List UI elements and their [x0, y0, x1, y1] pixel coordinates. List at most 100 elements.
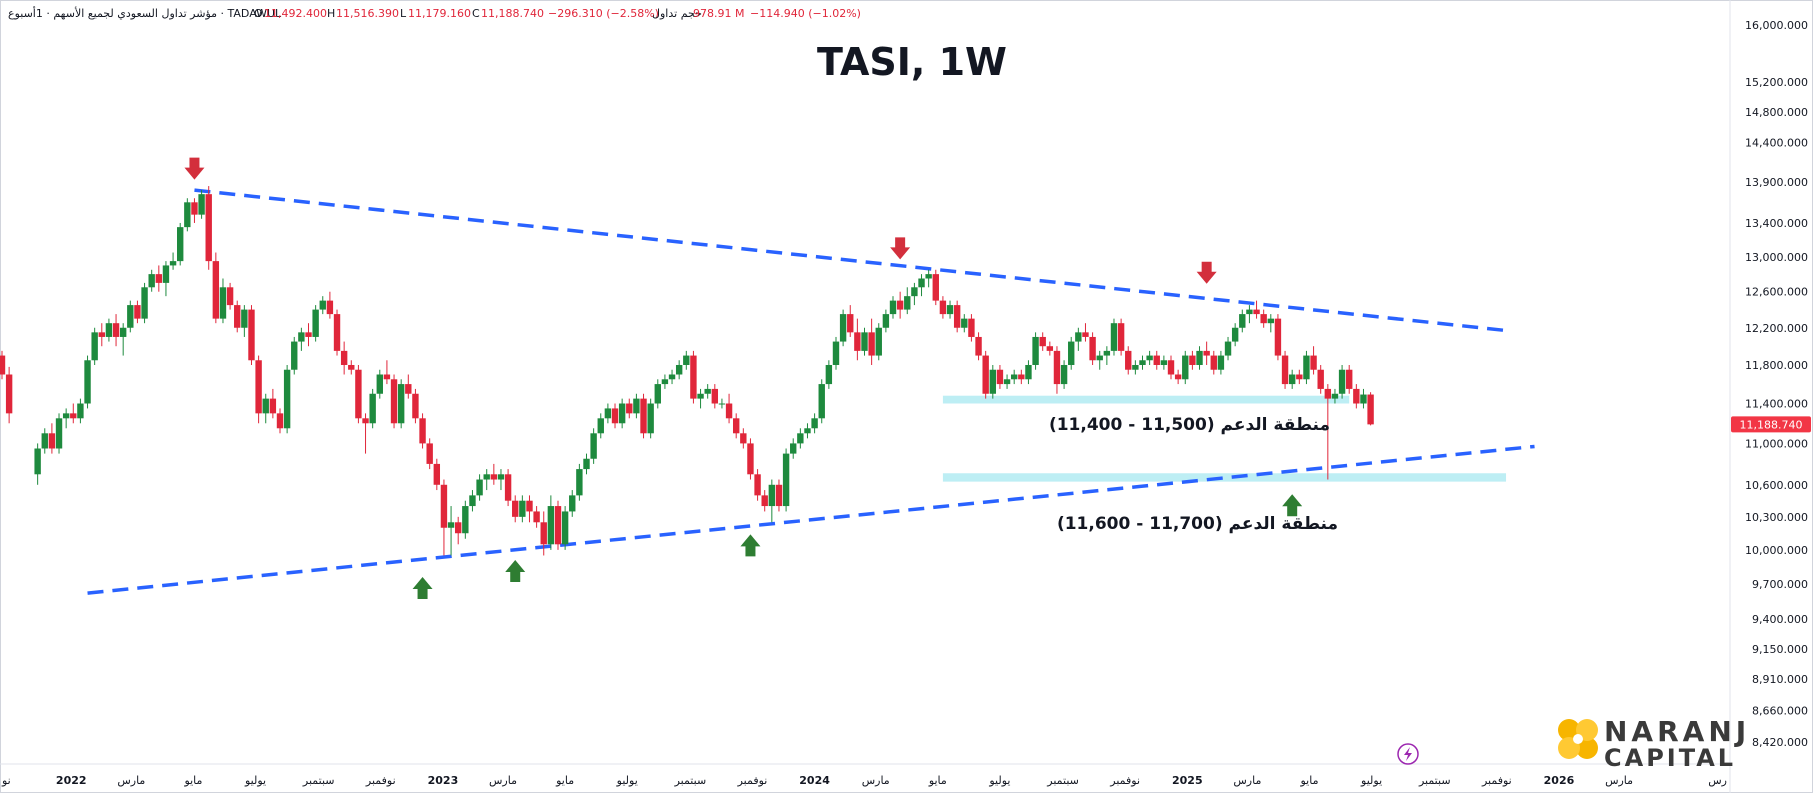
candle	[740, 428, 747, 449]
time-tick-label: مايو	[1299, 774, 1318, 787]
up-arrow-icon	[412, 577, 433, 600]
candle-body	[127, 305, 134, 328]
price-tick-label: 9,400.000	[1752, 613, 1808, 626]
candle-body	[1125, 350, 1132, 370]
candle-body	[675, 364, 683, 375]
open-label: O	[254, 7, 263, 20]
candle-body	[896, 300, 904, 310]
candle	[590, 428, 597, 464]
candle-body	[298, 332, 305, 342]
candle	[98, 323, 105, 347]
candle-body	[1053, 350, 1061, 385]
candle	[1274, 314, 1282, 361]
replay-icon[interactable]	[1397, 743, 1419, 765]
candle-body	[0, 355, 6, 375]
trendline-upper	[194, 188, 1507, 333]
candle	[975, 332, 982, 361]
candle	[497, 469, 505, 491]
candle-body	[512, 500, 519, 517]
candle-body	[961, 318, 968, 328]
time-tick-label: مايو	[928, 774, 947, 787]
candle	[725, 393, 733, 424]
price-tick-label: 12,200.000	[1745, 322, 1808, 335]
candle	[1089, 332, 1096, 365]
candle-body	[604, 408, 612, 419]
candle-body	[1196, 350, 1203, 365]
time-tick-label: مارس	[1233, 774, 1261, 787]
candle-body	[1032, 336, 1039, 365]
candle	[519, 495, 526, 523]
candle-body	[832, 341, 840, 365]
candle	[1182, 350, 1189, 385]
candle-body	[797, 433, 804, 444]
candle-body	[1089, 336, 1096, 361]
candle	[390, 374, 398, 429]
candle	[1310, 346, 1317, 375]
candle-body	[782, 453, 790, 507]
candle	[797, 428, 804, 449]
time-tick-label: يوليو	[244, 774, 266, 787]
candle	[412, 388, 419, 424]
candle-body	[1338, 369, 1346, 394]
candle-body	[469, 495, 476, 507]
candle	[5, 366, 13, 424]
candle-body	[1353, 388, 1360, 404]
candle	[1096, 350, 1103, 370]
candle	[1039, 332, 1046, 351]
price-tick-label: 8,910.000	[1752, 673, 1808, 686]
candle-body	[804, 428, 811, 434]
candle	[283, 364, 291, 434]
time-tick-label: مارس	[489, 774, 517, 787]
candle	[540, 511, 547, 556]
candle	[483, 469, 490, 491]
candle-body	[305, 332, 312, 337]
price-tick-label: 12,600.000	[1745, 286, 1808, 299]
candle	[326, 291, 334, 319]
candle	[462, 500, 469, 539]
candle-body	[611, 408, 619, 424]
candle-body	[1075, 332, 1082, 342]
time-tick-label: يوليو	[616, 774, 638, 787]
time-tick-label: 2022	[56, 774, 87, 787]
candle	[640, 393, 647, 439]
candles	[0, 186, 1374, 556]
candle	[1317, 364, 1324, 394]
candle	[569, 490, 576, 517]
candle-body	[248, 309, 255, 361]
candle	[134, 300, 141, 324]
volume-change: −114.940 (−1.02%)	[750, 7, 861, 20]
candle	[34, 443, 41, 485]
down-arrow-icon	[1196, 261, 1217, 284]
time-tick-label: سبتمبر	[1046, 774, 1079, 787]
candle-body	[1317, 369, 1324, 389]
candle	[811, 413, 818, 434]
candle-body	[105, 323, 113, 337]
candle	[854, 318, 861, 361]
candle-body	[184, 202, 191, 228]
price-tick-label: 16,000.000	[1745, 19, 1808, 32]
candle	[248, 305, 255, 365]
candle-body	[1324, 388, 1332, 399]
candle-body	[369, 393, 376, 424]
candle	[732, 413, 740, 439]
candle-body	[526, 500, 533, 512]
candle-body	[904, 296, 911, 310]
trendline-lower	[87, 444, 1535, 595]
candle	[1160, 355, 1168, 370]
candle-body	[55, 418, 63, 449]
candle	[340, 341, 348, 375]
candle	[989, 364, 997, 399]
candle-body	[1210, 355, 1217, 370]
candle-body	[561, 511, 569, 545]
candle	[490, 463, 498, 485]
candle	[255, 355, 262, 424]
candle	[1203, 341, 1210, 365]
candle	[711, 384, 719, 409]
candle	[355, 364, 362, 424]
candle	[262, 393, 269, 424]
candle	[1075, 327, 1082, 351]
candle-body	[405, 384, 412, 394]
candle	[576, 463, 583, 501]
candle	[1296, 369, 1303, 385]
candle-body	[576, 469, 583, 496]
